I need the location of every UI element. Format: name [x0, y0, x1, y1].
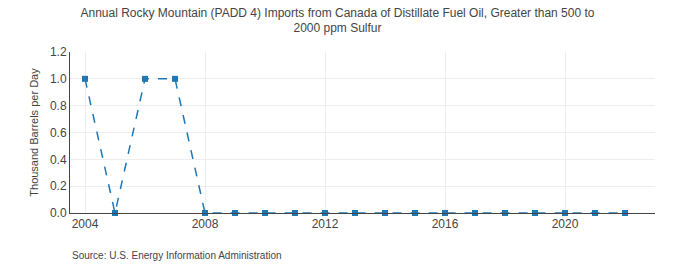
svg-text:1.2: 1.2	[50, 45, 67, 59]
svg-text:0.0: 0.0	[50, 206, 67, 220]
svg-text:2016: 2016	[432, 217, 459, 231]
svg-text:1.0: 1.0	[50, 72, 67, 86]
svg-text:2008: 2008	[192, 217, 219, 231]
svg-text:2004: 2004	[72, 217, 99, 231]
svg-text:Annual Rocky Mountain (PADD 4): Annual Rocky Mountain (PADD 4) Imports f…	[80, 6, 594, 36]
svg-text:0.4: 0.4	[50, 153, 67, 167]
svg-text:0.6: 0.6	[50, 126, 67, 140]
svg-text:Thousand Barrels per Day: Thousand Barrels per Day	[28, 68, 40, 197]
svg-text:2012: 2012	[312, 217, 339, 231]
svg-text:2020: 2020	[552, 217, 579, 231]
svg-text:0.2: 0.2	[50, 179, 67, 193]
svg-text:Source: U.S. Energy Informatio: Source: U.S. Energy Information Administ…	[72, 250, 282, 261]
svg-text:0.8: 0.8	[50, 99, 67, 113]
